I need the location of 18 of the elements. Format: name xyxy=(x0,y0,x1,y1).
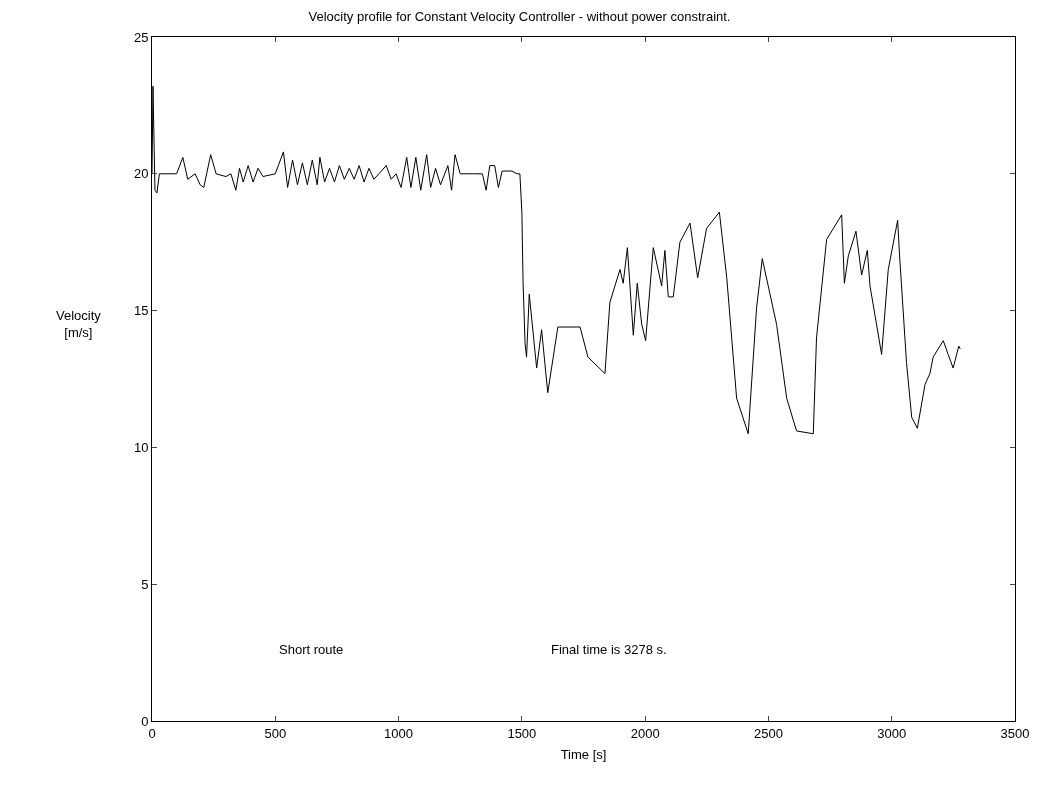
y-axis-title: Velocity [m/s] xyxy=(56,308,102,340)
x-tick-label: 2500 xyxy=(753,725,783,741)
annotation: Final time is 3278 s. xyxy=(551,642,667,657)
y-tick-label: 25 xyxy=(133,29,149,45)
x-tick-label: 500 xyxy=(264,725,287,741)
x-tick-label: 2000 xyxy=(630,725,660,741)
y-tick-label: 20 xyxy=(133,166,149,182)
x-tick-label: 1000 xyxy=(384,725,414,741)
annotation: Short route xyxy=(279,642,344,657)
x-tick-label: 1500 xyxy=(507,725,537,741)
x-axis-title: Time [s] xyxy=(560,747,607,763)
chart-title: Velocity profile for Constant Velocity Controller - without power constraint. xyxy=(308,8,731,24)
x-tick-label: 3000 xyxy=(877,725,907,741)
y-tick-label: 5 xyxy=(141,576,149,592)
x-tick-label: 3500 xyxy=(1000,725,1030,741)
y-tick-label: 0 xyxy=(141,713,149,729)
y-tick-label: 10 xyxy=(133,439,149,455)
y-tick-label: 15 xyxy=(133,303,149,319)
